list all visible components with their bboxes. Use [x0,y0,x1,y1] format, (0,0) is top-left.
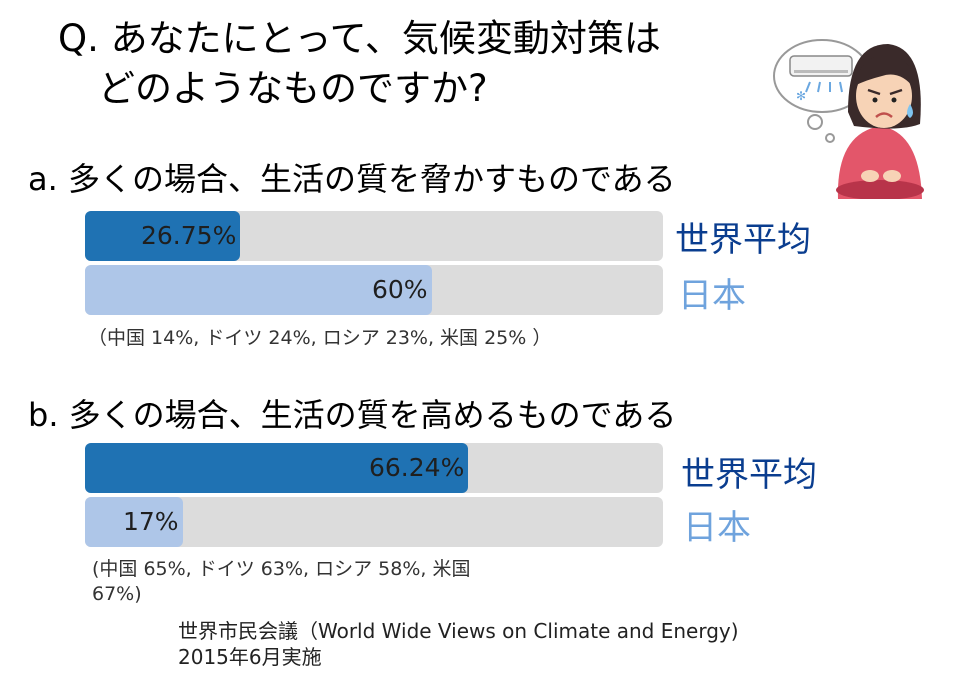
svg-text:✻: ✻ [796,89,806,103]
bar-label-b-japan: 17% [123,507,179,536]
legend-a-japan: 日本 [678,276,746,316]
source-line-1: 世界市民会議（World Wide Views on Climate and E… [178,619,739,643]
question-line-2: どのようなものですか? [98,67,488,110]
bar-track-b-japan: 17% [85,497,663,547]
legend-b-japan: 日本 [683,508,751,548]
note-b-line-1: (中国 65%, ドイツ 63%, ロシア 58%, 米国 [92,558,471,580]
source-citation: 世界市民会議（World Wide Views on Climate and E… [178,618,739,670]
bar-b-world [85,443,468,493]
bar-a-japan [85,265,432,315]
note-a: （中国 14%, ドイツ 24%, ロシア 23%, 米国 25% ） [88,327,552,349]
bar-label-a-japan: 60% [372,275,428,304]
bar-track-b-world: 66.24% [85,443,663,493]
bar-track-a-world: 26.75% [85,211,663,261]
note-b-line-2: 67%) [92,583,142,605]
bar-track-a-japan: 60% [85,265,663,315]
bar-label-a-world: 26.75% [141,221,237,250]
legend-b-world: 世界平均 [681,455,817,495]
question-line-1: Q. あなたにとって、気候変動対策は [58,17,661,60]
option-b-heading: b. 多くの場合、生活の質を高めるものである [28,396,677,434]
source-line-2: 2015年6月実施 [178,645,322,669]
bar-a-world [85,211,240,261]
worried-person-air-conditioner-icon: ✻ [773,39,924,199]
question-title: Q. あなたにとって、気候変動対策は どのようなものですか? [58,14,661,114]
option-a-heading: a. 多くの場合、生活の質を脅かすものである [28,160,676,198]
bar-label-b-world: 66.24% [369,453,465,482]
note-b: (中国 65%, ドイツ 63%, ロシア 58%, 米国 67%) [92,557,470,607]
bar-b-japan [85,497,183,547]
legend-a-world: 世界平均 [675,220,811,260]
